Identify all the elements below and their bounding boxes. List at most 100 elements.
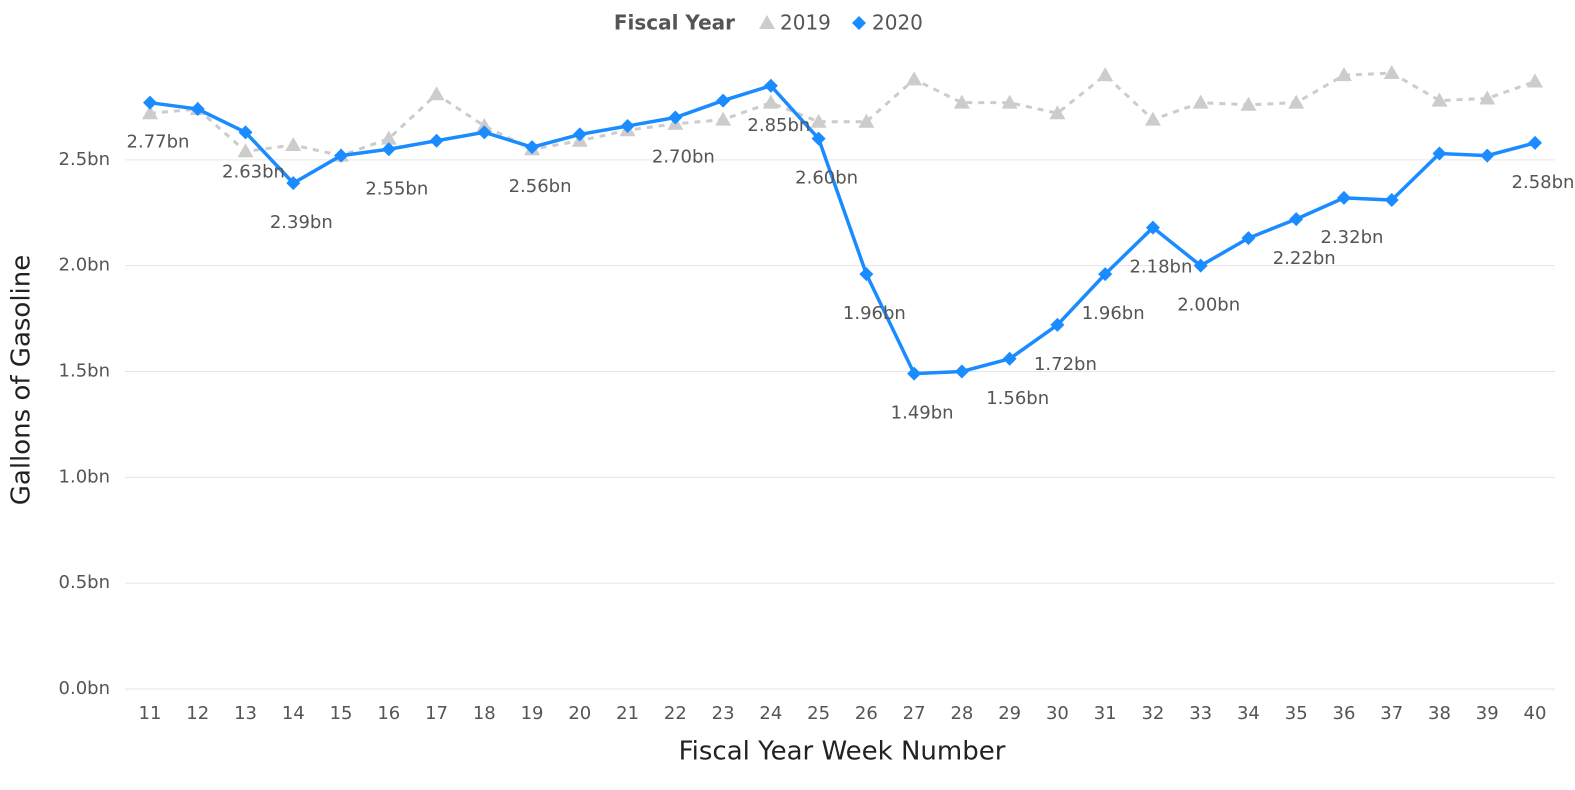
- data-point: [1479, 90, 1496, 105]
- x-tick-label: 25: [807, 703, 830, 724]
- x-tick-label: 36: [1333, 703, 1356, 724]
- data-point: [1241, 231, 1256, 246]
- data-point: [525, 140, 540, 155]
- data-point: [190, 102, 205, 117]
- x-tick-label: 37: [1380, 703, 1403, 724]
- data-label: 2.77bn: [127, 132, 190, 153]
- x-tick-label: 20: [568, 703, 591, 724]
- x-tick-label: 33: [1189, 703, 1212, 724]
- x-tick-label: 13: [234, 703, 257, 724]
- x-tick-label: 39: [1476, 703, 1499, 724]
- data-label: 2.56bn: [509, 176, 572, 197]
- x-axis-title: Fiscal Year Week Number: [679, 737, 1006, 767]
- data-point: [1289, 212, 1304, 227]
- data-point: [1001, 94, 1018, 109]
- x-tick-label: 23: [712, 703, 735, 724]
- data-point: [1336, 190, 1351, 205]
- data-label: 1.72bn: [1034, 354, 1097, 375]
- data-point: [1193, 258, 1208, 273]
- data-point: [142, 105, 158, 120]
- data-point: [334, 148, 349, 163]
- data-label: 2.39bn: [270, 212, 333, 233]
- data-point: [1335, 67, 1352, 82]
- series-line: [149, 83, 1536, 376]
- data-point: [477, 125, 492, 140]
- data-point: [381, 142, 396, 157]
- data-label: 2.63bn: [222, 161, 285, 182]
- data-point: [811, 131, 826, 146]
- data-point: [810, 113, 827, 128]
- data-point: [238, 125, 253, 140]
- data-point: [762, 94, 779, 109]
- x-tick-label: 30: [1046, 703, 1069, 724]
- x-tick-label: 28: [950, 703, 973, 724]
- data-point: [286, 176, 301, 191]
- y-tick-label: 1.0bn: [59, 466, 110, 487]
- y-tick-label: 0.5bn: [59, 572, 110, 593]
- data-point: [1097, 67, 1114, 82]
- legend-label: 2019: [780, 11, 831, 35]
- x-tick-label: 38: [1428, 703, 1451, 724]
- x-tick-label: 17: [425, 703, 448, 724]
- data-point: [1288, 94, 1305, 109]
- data-point: [954, 364, 969, 379]
- data-point: [1002, 351, 1017, 366]
- x-tick-label: 35: [1285, 703, 1308, 724]
- x-tick-label: 29: [998, 703, 1021, 724]
- x-tick-label: 15: [330, 703, 353, 724]
- data-point: [1432, 146, 1447, 161]
- data-point: [285, 137, 302, 152]
- x-tick-label: 21: [616, 703, 639, 724]
- data-label: 2.85bn: [747, 115, 810, 136]
- data-point: [428, 86, 445, 101]
- data-point: [906, 71, 923, 86]
- x-tick-label: 18: [473, 703, 496, 724]
- data-point: [1049, 105, 1066, 120]
- data-point: [476, 117, 493, 132]
- y-tick-label: 0.0bn: [59, 678, 110, 699]
- y-tick-label: 2.5bn: [59, 149, 110, 170]
- data-label: 2.00bn: [1177, 295, 1240, 316]
- data-point: [907, 366, 922, 381]
- data-label: 1.96bn: [843, 303, 906, 324]
- data-point: [763, 78, 778, 93]
- data-point: [715, 111, 732, 126]
- data-label: 2.22bn: [1273, 248, 1336, 269]
- x-tick-label: 27: [903, 703, 926, 724]
- data-point: [1383, 65, 1400, 80]
- data-point: [1050, 317, 1065, 332]
- data-label: 1.49bn: [891, 403, 954, 424]
- data-point: [859, 267, 874, 282]
- data-point: [1480, 148, 1495, 163]
- data-label: 2.70bn: [652, 147, 715, 168]
- data-point: [1192, 94, 1209, 109]
- series-line: [149, 71, 1536, 158]
- data-point: [1431, 92, 1448, 107]
- data-point: [1384, 193, 1399, 208]
- x-tick-label: 26: [855, 703, 878, 724]
- data-point: [1098, 267, 1113, 282]
- data-point: [1527, 73, 1543, 88]
- data-point: [858, 113, 875, 128]
- data-point: [380, 130, 397, 145]
- data-point: [1528, 135, 1542, 150]
- x-tick-label: 22: [664, 703, 687, 724]
- data-label: 2.32bn: [1321, 227, 1384, 248]
- legend-label: 2020: [872, 11, 923, 35]
- y-tick-label: 1.5bn: [59, 361, 110, 382]
- data-label: 2.58bn: [1512, 172, 1575, 193]
- data-point: [1240, 96, 1257, 111]
- data-point: [716, 93, 731, 108]
- x-tick-label: 14: [282, 703, 305, 724]
- x-tick-label: 11: [139, 703, 162, 724]
- data-label: 2.60bn: [795, 168, 858, 189]
- data-point: [1144, 111, 1161, 126]
- y-tick-label: 2.0bn: [59, 255, 110, 276]
- data-point: [429, 133, 444, 148]
- data-label: 1.96bn: [1082, 303, 1145, 324]
- x-tick-label: 31: [1094, 703, 1117, 724]
- x-tick-label: 12: [186, 703, 209, 724]
- legend-title: Fiscal Year: [614, 11, 735, 35]
- y-axis-title: Gallons of Gasoline: [7, 255, 37, 506]
